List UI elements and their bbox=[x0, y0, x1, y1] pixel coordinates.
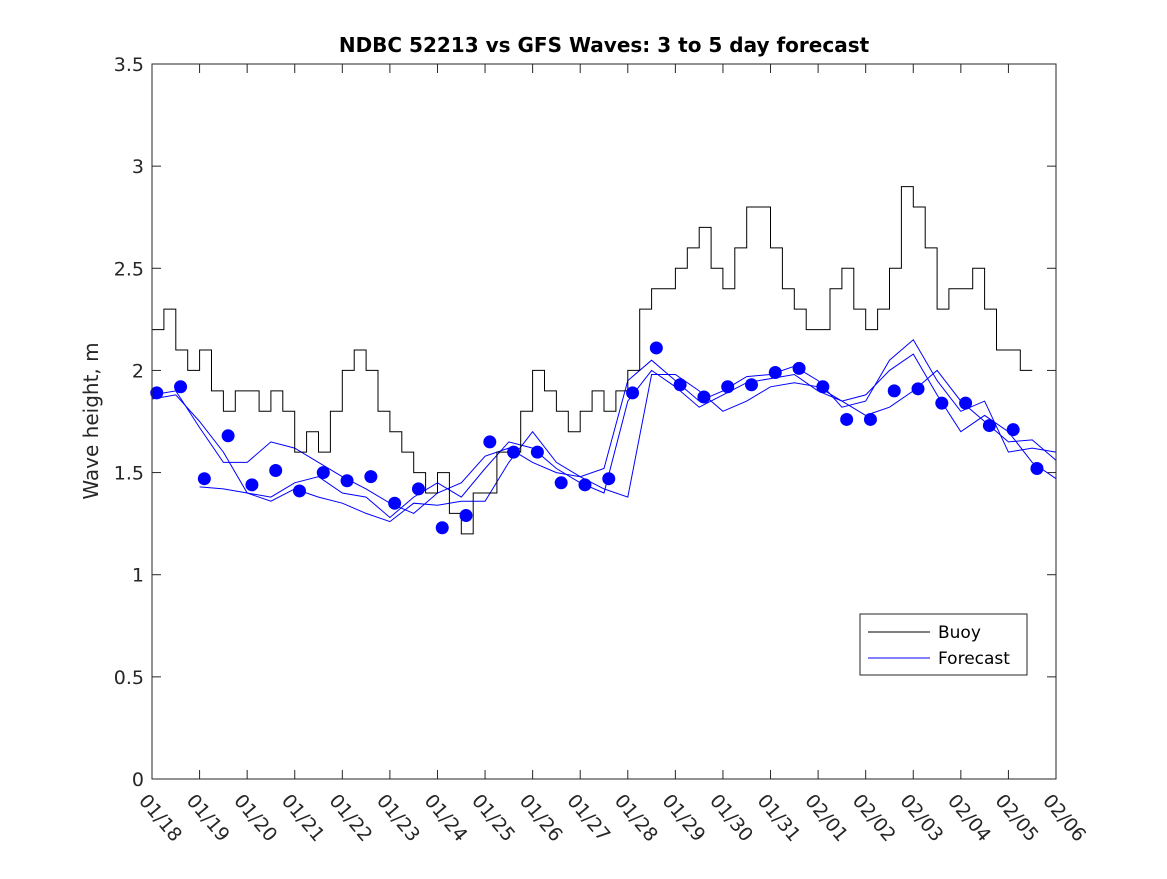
chart-title: NDBC 52213 vs GFS Waves: 3 to 5 day fore… bbox=[339, 33, 870, 57]
forecast-point bbox=[649, 341, 663, 355]
x-tick-label: 01/19 bbox=[182, 790, 234, 846]
x-tick-label: 02/05 bbox=[991, 790, 1043, 846]
forecast-point bbox=[316, 466, 330, 480]
x-tick-label: 01/30 bbox=[705, 790, 757, 846]
forecast-point bbox=[507, 445, 521, 459]
forecast-point bbox=[435, 521, 449, 535]
x-tick-label: 01/24 bbox=[420, 790, 472, 846]
legend-box bbox=[859, 613, 1028, 676]
x-tick-label: 01/23 bbox=[372, 790, 424, 846]
forecast-point bbox=[697, 390, 711, 404]
forecast-point bbox=[935, 396, 949, 410]
forecast-point bbox=[1006, 423, 1020, 437]
x-tick-label: 01/27 bbox=[562, 790, 614, 846]
forecast-point bbox=[887, 384, 901, 398]
x-tick-label: 01/26 bbox=[515, 790, 567, 846]
forecast-point bbox=[744, 378, 758, 392]
y-tick-label: 3.5 bbox=[114, 54, 144, 76]
forecast-point bbox=[150, 386, 164, 400]
x-tick-label: 01/18 bbox=[134, 790, 186, 846]
forecast-point bbox=[269, 464, 283, 478]
forecast-point bbox=[292, 484, 306, 498]
forecast-point bbox=[340, 474, 354, 488]
forecast-point bbox=[174, 380, 188, 394]
y-tick-label: 2 bbox=[132, 360, 144, 382]
y-tick-label: 0 bbox=[132, 769, 144, 791]
x-tick-label: 01/21 bbox=[277, 790, 329, 846]
forecast-point bbox=[959, 396, 973, 410]
forecast-point bbox=[768, 365, 782, 379]
y-tick-label: 1.5 bbox=[114, 463, 144, 485]
forecast-point bbox=[364, 470, 378, 484]
x-tick-label: 01/22 bbox=[324, 790, 376, 846]
buoy-line bbox=[152, 186, 1033, 535]
x-tick-label: 02/04 bbox=[943, 790, 995, 846]
x-tick-label: 02/02 bbox=[848, 790, 900, 846]
forecast-point bbox=[673, 378, 687, 392]
x-tick-label: 01/28 bbox=[610, 790, 662, 846]
y-tick-label: 2.5 bbox=[114, 258, 144, 280]
forecast-point bbox=[221, 429, 235, 443]
forecast-point bbox=[411, 482, 425, 496]
forecast-point bbox=[245, 478, 259, 492]
x-tick-label: 01/29 bbox=[658, 790, 710, 846]
x-tick-label: 01/25 bbox=[467, 790, 519, 846]
legend-forecast-label: Forecast bbox=[938, 649, 1010, 669]
x-tick-label: 01/20 bbox=[229, 790, 281, 846]
forecast-point bbox=[459, 508, 473, 522]
forecast-point bbox=[530, 445, 544, 459]
x-tick-label: 01/31 bbox=[753, 790, 805, 846]
y-tick-label: 3 bbox=[132, 156, 144, 178]
forecast-point bbox=[578, 478, 592, 492]
forecast-point bbox=[863, 412, 877, 426]
legend-buoy-label: Buoy bbox=[938, 623, 981, 643]
forecast-point bbox=[982, 419, 996, 433]
forecast-point bbox=[816, 380, 830, 394]
forecast-point bbox=[483, 435, 497, 449]
forecast-point bbox=[197, 472, 211, 486]
forecast-point bbox=[1030, 461, 1044, 475]
forecast-point bbox=[840, 412, 854, 426]
x-tick-label: 02/06 bbox=[1038, 790, 1090, 846]
axes-box bbox=[151, 63, 1057, 780]
forecast-point bbox=[388, 496, 402, 510]
x-tick-label: 02/03 bbox=[895, 790, 947, 846]
x-tick-label: 02/01 bbox=[800, 790, 852, 846]
legend: Buoy Forecast bbox=[859, 613, 1028, 676]
forecast-line-1 bbox=[151, 339, 1057, 514]
forecast-point bbox=[721, 380, 735, 394]
forecast-point bbox=[792, 361, 806, 375]
forecast-point bbox=[602, 472, 616, 486]
y-tick-label: 0.5 bbox=[114, 667, 144, 689]
forecast-point bbox=[626, 386, 640, 400]
series-layer bbox=[150, 186, 1057, 535]
y-axis-label: Wave height, m bbox=[79, 342, 103, 499]
forecast-line-2 bbox=[151, 353, 1057, 519]
forecast-point bbox=[911, 382, 925, 396]
forecast-point bbox=[554, 476, 568, 490]
y-tick-label: 1 bbox=[132, 565, 144, 587]
